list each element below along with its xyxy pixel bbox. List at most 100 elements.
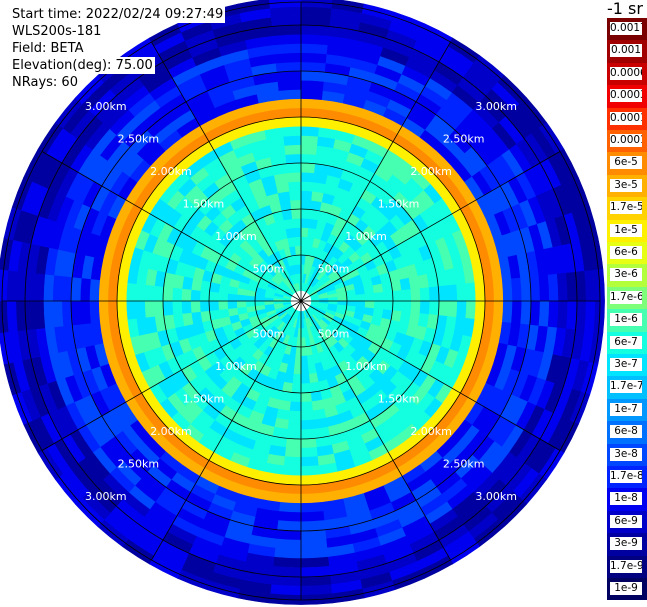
range-gate: [24, 300, 36, 331]
range-gate: [511, 300, 523, 325]
range-label: 1.50km: [183, 197, 225, 210]
range-gate: [278, 89, 302, 101]
range-gate: [273, 547, 302, 559]
range-gate: [24, 271, 36, 302]
range-gate: [373, 300, 385, 310]
range-label: 2.00km: [150, 165, 192, 178]
range-gate: [294, 245, 302, 256]
range-gate: [401, 289, 412, 302]
range-gate: [288, 181, 302, 192]
range-gate: [300, 24, 331, 36]
range-gate: [284, 144, 302, 155]
range-label: 2.00km: [410, 165, 452, 178]
range-gate: [269, 584, 302, 596]
range-gate: [300, 401, 313, 412]
range-gate: [300, 79, 325, 91]
colorbar-unit: -1 sr: [607, 0, 643, 18]
range-gate: [279, 98, 302, 110]
range-gate: [271, 566, 302, 578]
range-gate: [292, 364, 302, 375]
colorbar-label: 0.0001: [610, 134, 642, 147]
colorbar-label: 3e-8: [610, 447, 642, 461]
range-gate: [556, 300, 569, 330]
range-gate: [300, 428, 316, 440]
range-gate: [263, 300, 274, 306]
colorbar-label: 6e-8: [610, 425, 642, 439]
range-gate: [447, 300, 458, 318]
range-gate: [410, 300, 421, 314]
range-gate: [300, 584, 333, 596]
range-gate: [483, 280, 495, 302]
range-gate: [419, 287, 431, 302]
radial-line: [151, 41, 302, 302]
range-gate: [300, 383, 311, 394]
device-text: WLS200s-181: [12, 23, 104, 40]
range-gate: [373, 292, 385, 302]
range-gate: [286, 428, 302, 440]
range-gate: [372, 283, 384, 294]
range-gate: [300, 107, 322, 119]
colorbar-label: 0.001: [610, 44, 642, 58]
range-gate: [584, 269, 596, 302]
range-gate: [6, 300, 18, 333]
start-time-text: Start time: 2022/02/24 09:27:49: [12, 6, 226, 23]
range-gate: [293, 236, 302, 247]
range-gate: [79, 300, 91, 325]
range-gate: [300, 70, 326, 82]
colorbar-label: 3e-9: [610, 537, 642, 551]
range-gate: [492, 300, 504, 323]
colorbar-cell: 1e-8: [607, 488, 647, 511]
range-gate: [70, 276, 82, 302]
range-gate: [300, 538, 328, 550]
colorbar-cell: 3e-7: [607, 354, 647, 377]
ppi-grid: [1, 1, 601, 601]
range-gate: [566, 271, 578, 302]
range-gate: [337, 295, 348, 302]
colorbar-label: 0.0003: [610, 89, 642, 103]
range-gate: [465, 300, 477, 320]
range-gate: [283, 135, 302, 146]
range-gate: [300, 419, 315, 431]
range-gate: [300, 144, 318, 155]
range-gate: [273, 43, 302, 55]
range-gate: [300, 98, 323, 110]
range-gate: [279, 492, 302, 504]
range-gate: [300, 125, 320, 137]
range-gate: [300, 373, 310, 385]
range-gate: [300, 89, 324, 101]
range-gate: [401, 300, 412, 313]
range-gate: [520, 276, 532, 302]
range-gate: [135, 283, 146, 302]
range-gate: [437, 285, 449, 302]
range-gate: [300, 556, 330, 569]
colorbar-cell: 3e-6: [607, 264, 647, 287]
range-gate: [584, 300, 596, 333]
range-gate: [285, 437, 302, 449]
range-gate: [89, 278, 101, 302]
range-gate: [300, 474, 321, 486]
range-gate: [355, 293, 366, 302]
range-gate: [295, 254, 302, 265]
range-gate: [89, 300, 101, 324]
range-gate: [300, 52, 328, 64]
range-gate: [107, 280, 119, 302]
colorbar-cell: 1.7e-7: [607, 376, 647, 399]
range-gate: [465, 282, 477, 302]
range-gate: [284, 447, 302, 458]
range-label: 1.50km: [183, 393, 225, 406]
range-gate: [52, 274, 64, 302]
range-gate: [300, 392, 312, 403]
colorbar-label: 3e-5: [610, 178, 642, 192]
range-label: 2.50km: [443, 132, 485, 145]
colorbar-label: 6e-5: [610, 156, 642, 170]
colorbar-cell: 3e-5: [607, 174, 647, 198]
range-gate: [300, 217, 310, 229]
range-gate: [300, 181, 314, 192]
colorbar-label: 1e-8: [610, 492, 642, 506]
range-label: 500m: [253, 262, 285, 275]
range-gate: [283, 218, 294, 230]
colorbar-cell: 0.0001: [607, 130, 647, 153]
range-gate: [98, 300, 110, 323]
